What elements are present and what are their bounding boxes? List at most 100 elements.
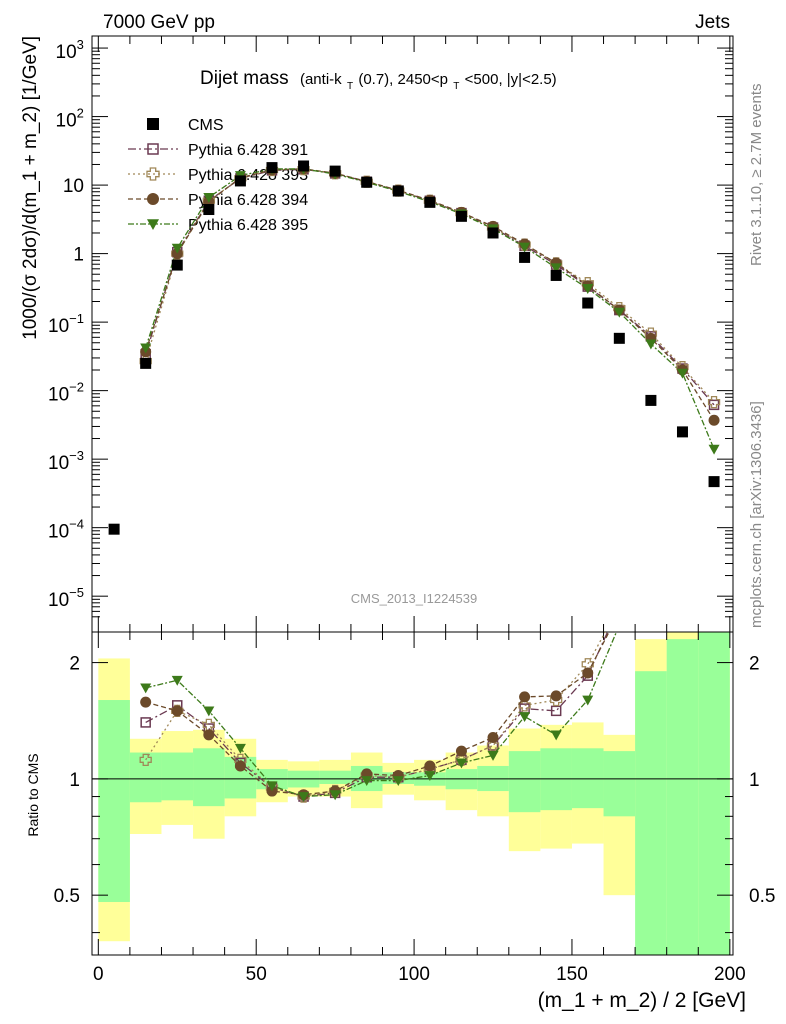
ratio-point-mc1 <box>550 705 562 717</box>
ratio-point-mc3 <box>140 696 152 708</box>
header-left: 7000 GeV pp <box>103 12 215 33</box>
legend-label: Pythia 6.428 395 <box>188 217 308 234</box>
main-point-mc4 <box>519 242 531 253</box>
mcplots-label: mcplots.cern.ch [arXiv:1306.3436] <box>748 401 765 628</box>
ratio-point-mc4 <box>329 790 341 801</box>
header-right: Jets <box>695 12 730 33</box>
ratio-point-mc3 <box>171 705 183 717</box>
ratio-point-mc4 <box>550 730 562 741</box>
plot-title-sub-T1: T <box>347 81 353 92</box>
ratio-point-mc4 <box>140 683 152 694</box>
x-tick-label: 200 <box>714 964 746 985</box>
ratio-point-mc2 <box>518 699 531 712</box>
legend-marker <box>146 167 160 181</box>
ratio-series <box>139 632 618 803</box>
main-series <box>108 160 721 535</box>
main-point-cms <box>140 357 152 369</box>
ratio-point-mc2 <box>455 753 468 767</box>
ratio-y-tick-label-right: 1 <box>749 770 760 791</box>
main-point-cms <box>645 394 657 406</box>
main-point-cms <box>171 259 183 271</box>
rivet-label: Rivet 3.1.10, ≥ 2.7M events <box>748 84 765 267</box>
plot-title-sub-pre: (anti-k <box>300 71 342 88</box>
ratio-y-tick-label: 2 <box>69 654 80 675</box>
ratio-y-tick-label-right: 2 <box>749 654 760 675</box>
ratio-frame <box>91 631 734 956</box>
ratio-band-green <box>193 748 225 807</box>
ratio-point-mc3 <box>455 745 467 757</box>
main-point-mc4 <box>550 263 562 274</box>
ratio-point-mc3 <box>550 690 562 702</box>
ratio-point-mc4 <box>392 776 404 787</box>
ratio-y-tick-label: 1 <box>69 770 80 791</box>
main-point-mc4 <box>708 444 720 455</box>
ratio-axis-ticks: 0 50 100 150 200 0.5 0.5 1 1 2 2 <box>54 632 775 985</box>
ratio-band-green <box>508 751 541 813</box>
ratio-y-tick-label: 0.5 <box>54 886 80 907</box>
main-y-tick-label: 10−5 <box>48 585 84 611</box>
ratio-point-mc4 <box>424 771 436 782</box>
main-point-mc3 <box>708 414 720 426</box>
ratio-point-mc4 <box>487 751 499 761</box>
analysis-id: CMS_2013_I1224539 <box>351 591 478 606</box>
ratio-band-green <box>603 751 636 817</box>
ratio-point-mc4 <box>234 743 246 754</box>
main-y-tick-label: 1 <box>73 245 84 266</box>
ratio-band-green <box>698 632 730 955</box>
ratio-point-mc4 <box>455 758 467 769</box>
ratio-band-green <box>161 752 194 801</box>
main-point-mc4 <box>645 339 657 350</box>
ratio-point-mc4 <box>203 706 215 717</box>
ratio-point-mc3 <box>424 760 436 772</box>
ratio-point-mc3 <box>203 729 215 741</box>
legend-label: CMS <box>188 117 224 134</box>
main-point-cms <box>234 175 246 187</box>
main-y-tick-label: 10−1 <box>48 311 84 337</box>
ratio-point-mc4 <box>171 675 183 686</box>
main-y-tick-label: 103 <box>56 37 84 63</box>
main-point-cms <box>613 332 625 344</box>
ratio-bands <box>98 632 730 955</box>
main-point-cms <box>455 210 467 222</box>
main-y-tick-label: 10−3 <box>48 448 84 474</box>
main-point-cms <box>487 227 499 239</box>
main-point-mc2 <box>707 395 721 409</box>
ratio-point-mc3 <box>234 760 246 772</box>
main-point-cms <box>676 426 688 438</box>
plot-title-sub-post: <500, |y|<2.5) <box>465 71 557 88</box>
ratio-point-mc2 <box>486 739 500 752</box>
main-point-cms <box>329 165 341 177</box>
ratio-band-green <box>319 770 351 784</box>
x-tick-label: 50 <box>246 964 267 985</box>
main-point-cms <box>550 269 562 281</box>
main-point-cms <box>108 523 120 535</box>
ratio-y-tick-label-right: 0.5 <box>749 886 775 907</box>
main-point-cms <box>582 297 594 309</box>
main-y-tick-label: 10 <box>63 176 84 197</box>
legend-marker <box>147 193 159 205</box>
ratio-band-green <box>571 748 604 809</box>
main-point-cms <box>298 160 310 172</box>
main-point-cms <box>203 204 215 216</box>
main-point-cms <box>424 196 436 208</box>
ratio-point-mc4 <box>519 712 531 723</box>
y-axis-label: 1000/(σ 2dσ)/d(m_1 + m_2) [1/GeV] <box>20 36 41 340</box>
main-line-4 <box>145 168 715 450</box>
ratio-point-mc4 <box>266 781 278 792</box>
main-point-cms <box>519 251 531 263</box>
legend-label: Pythia 6.428 391 <box>188 142 308 159</box>
ratio-point-mc3 <box>487 731 499 743</box>
x-axis-label: (m_1 + m_2) / 2 [GeV] <box>538 989 746 1012</box>
ratio-y-axis-label: Ratio to CMS <box>25 753 41 836</box>
main-point-mc4 <box>582 284 594 294</box>
ratio-band-green <box>98 700 130 903</box>
main-point-cms <box>266 162 278 174</box>
main-point-cms <box>392 185 404 197</box>
main-y-tick-label: 10−2 <box>48 380 84 406</box>
plot-title-sub-mid: (0.7), 2450<p <box>358 71 448 88</box>
x-tick-label: 0 <box>93 964 104 985</box>
ratio-point-mc4 <box>582 695 594 706</box>
